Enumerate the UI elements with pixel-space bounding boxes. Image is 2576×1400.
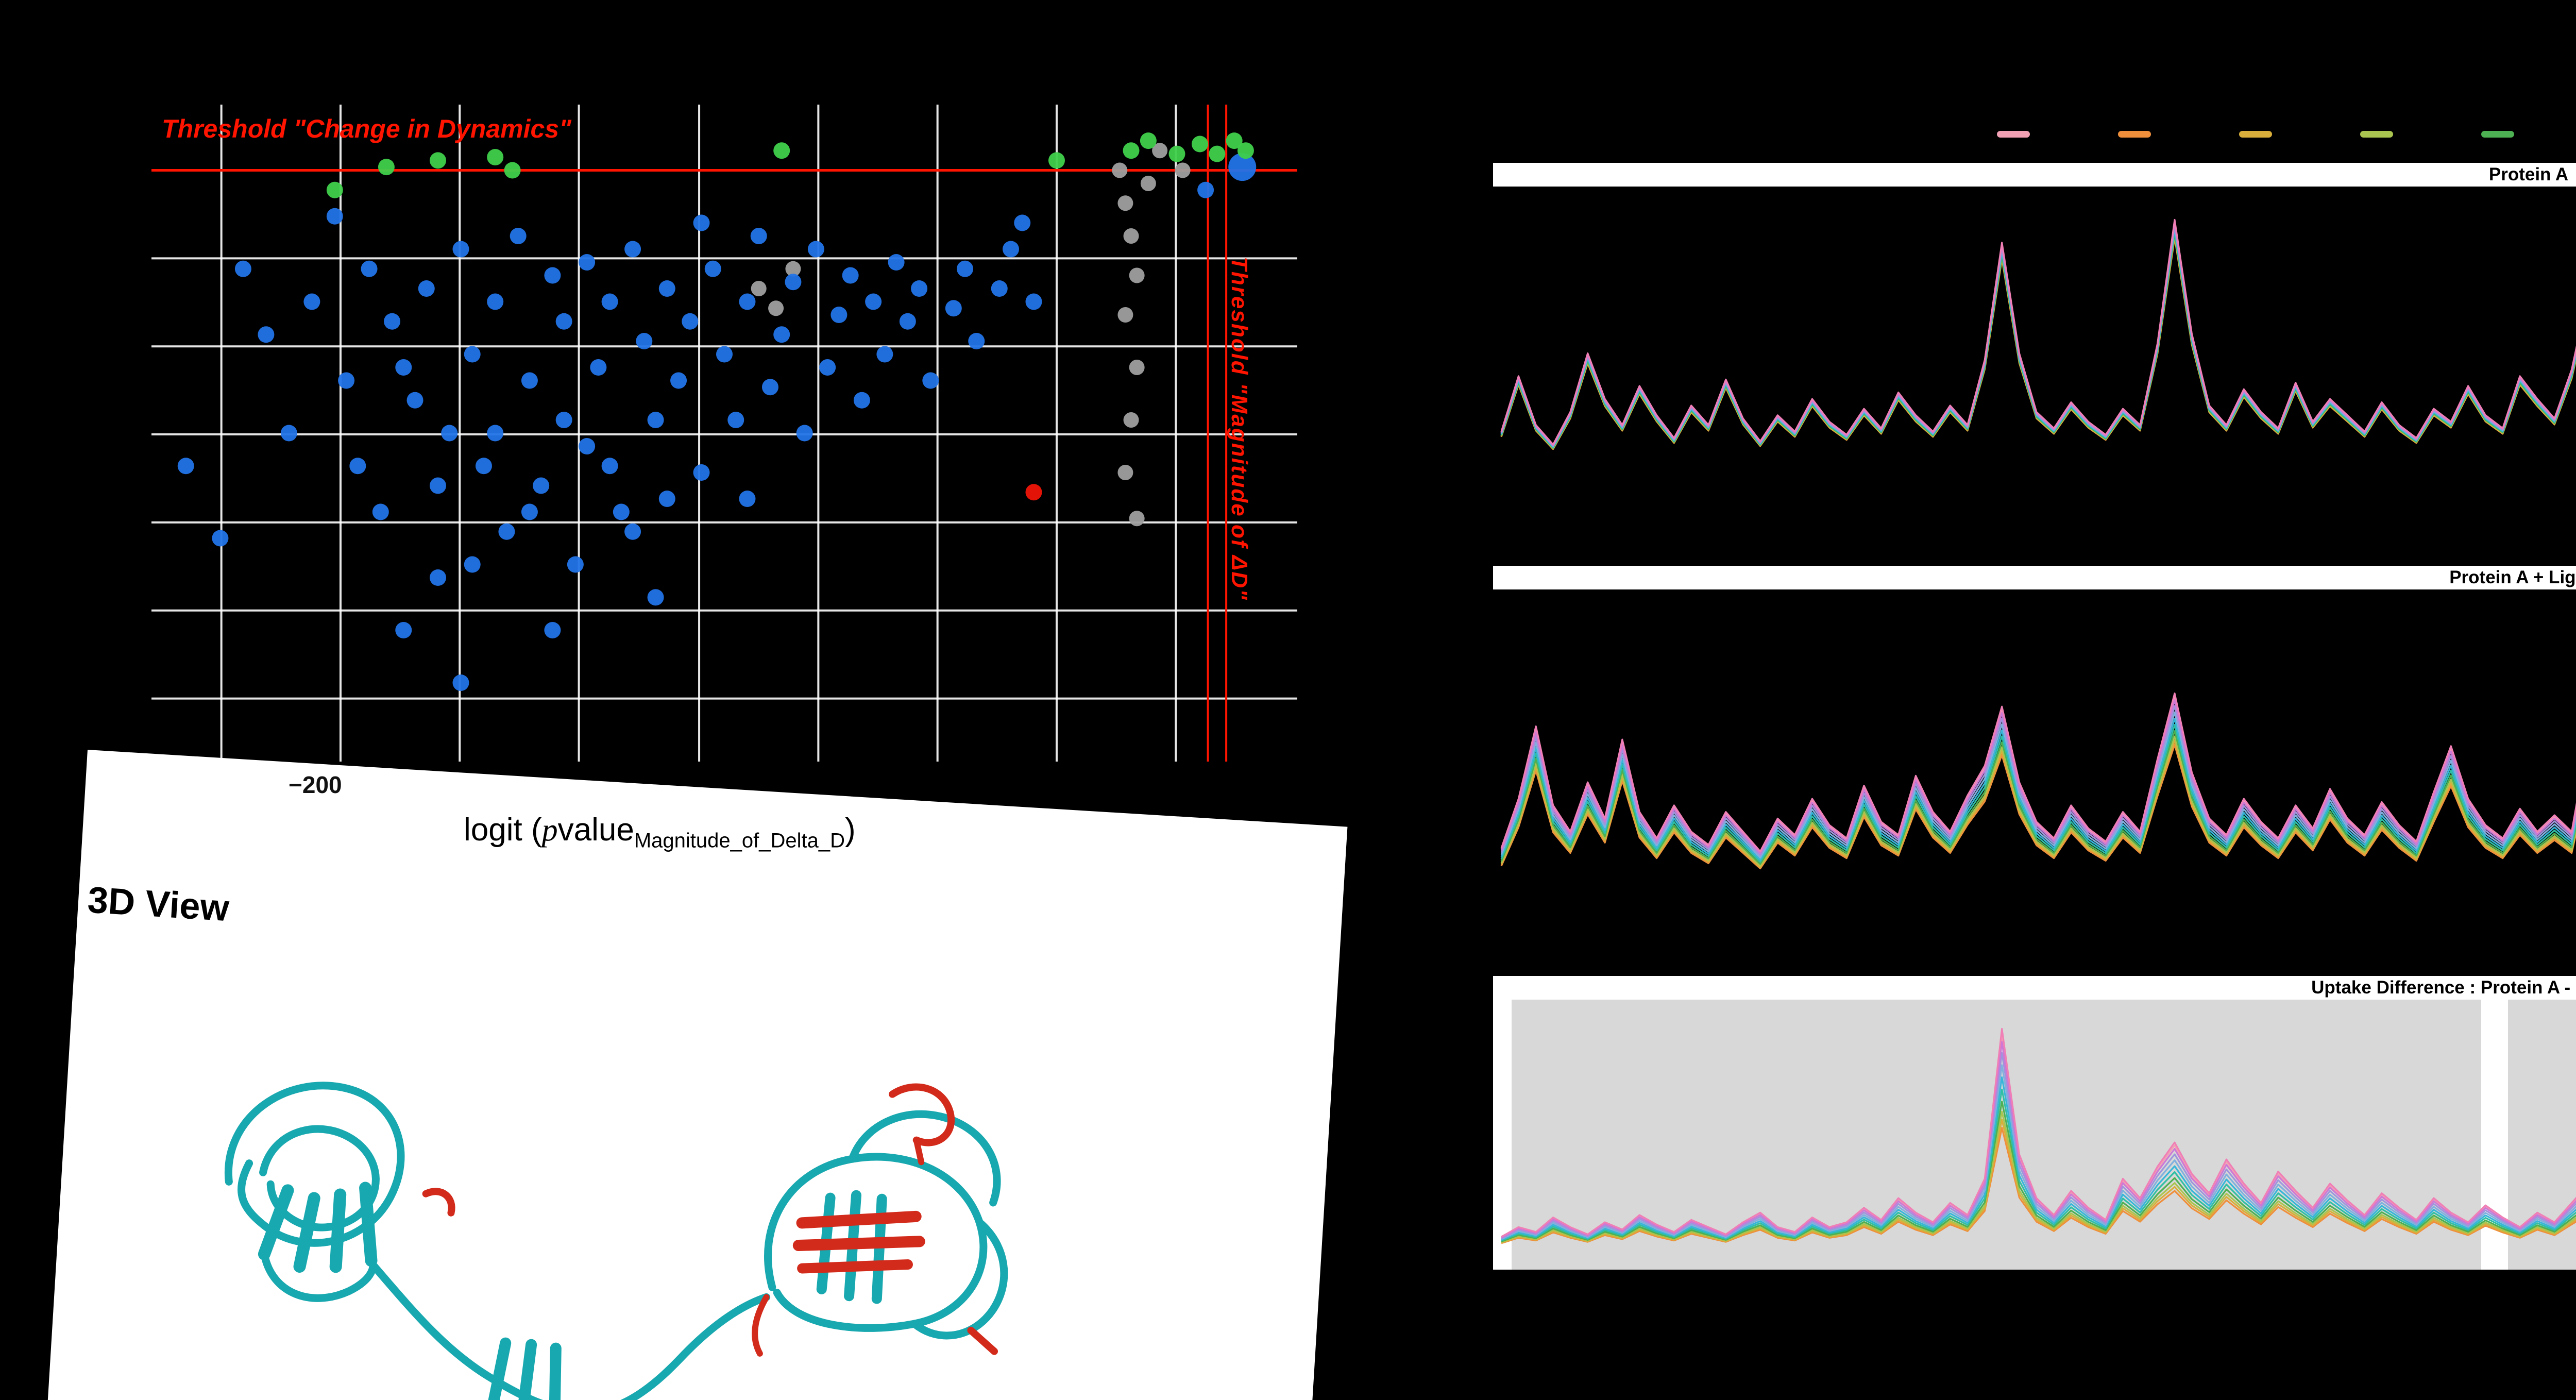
volcano-plot[interactable]: Threshold "Change in Dynamics" Threshold…	[151, 105, 1297, 762]
volcano-xaxis-tick: −200	[289, 771, 342, 798]
threshold-change-in-dynamics-label: Threshold "Change in Dynamics"	[162, 114, 571, 143]
volcano-scatter-canvas[interactable]	[151, 105, 1297, 762]
xlabel-p-italic: p	[541, 813, 558, 848]
structure-3d-view-panel[interactable]: 3D View	[38, 750, 1348, 1400]
protein-structure[interactable]	[171, 963, 1124, 1400]
uptake-chart-protein-a-ligand[interactable]	[1493, 589, 2576, 955]
legend-swatch[interactable]	[2360, 131, 2393, 138]
panel-title-protein-a-ligand: Protein A + Ligand	[1493, 566, 2576, 589]
timepoint-legend	[1997, 131, 2576, 138]
panel-title-uptake-difference: Uptake Difference : Protein A - (Protein…	[1493, 976, 2576, 1000]
uptake-difference-chart[interactable]	[1493, 1000, 2576, 1270]
legend-swatch[interactable]	[2239, 131, 2272, 138]
xlabel-value: value	[557, 812, 634, 848]
3d-view-title: 3D View	[86, 879, 230, 930]
panel-title-protein-a: Protein A	[1493, 163, 2576, 187]
uptake-chart-protein-a[interactable]	[1493, 187, 2576, 547]
xlabel-pre: logit (	[464, 812, 542, 848]
xlabel-post: )	[845, 812, 856, 848]
xlabel-subscript: Magnitude_of_Delta_D	[634, 829, 845, 852]
legend-swatch[interactable]	[2118, 131, 2151, 138]
legend-swatch[interactable]	[1997, 131, 2030, 138]
legend-swatch[interactable]	[2481, 131, 2514, 138]
threshold-magnitude-label: Threshold "Magnitude of ΔD"	[1227, 257, 1252, 601]
volcano-xaxis-label: logit (pvalueMagnitude_of_Delta_D)	[464, 812, 856, 852]
